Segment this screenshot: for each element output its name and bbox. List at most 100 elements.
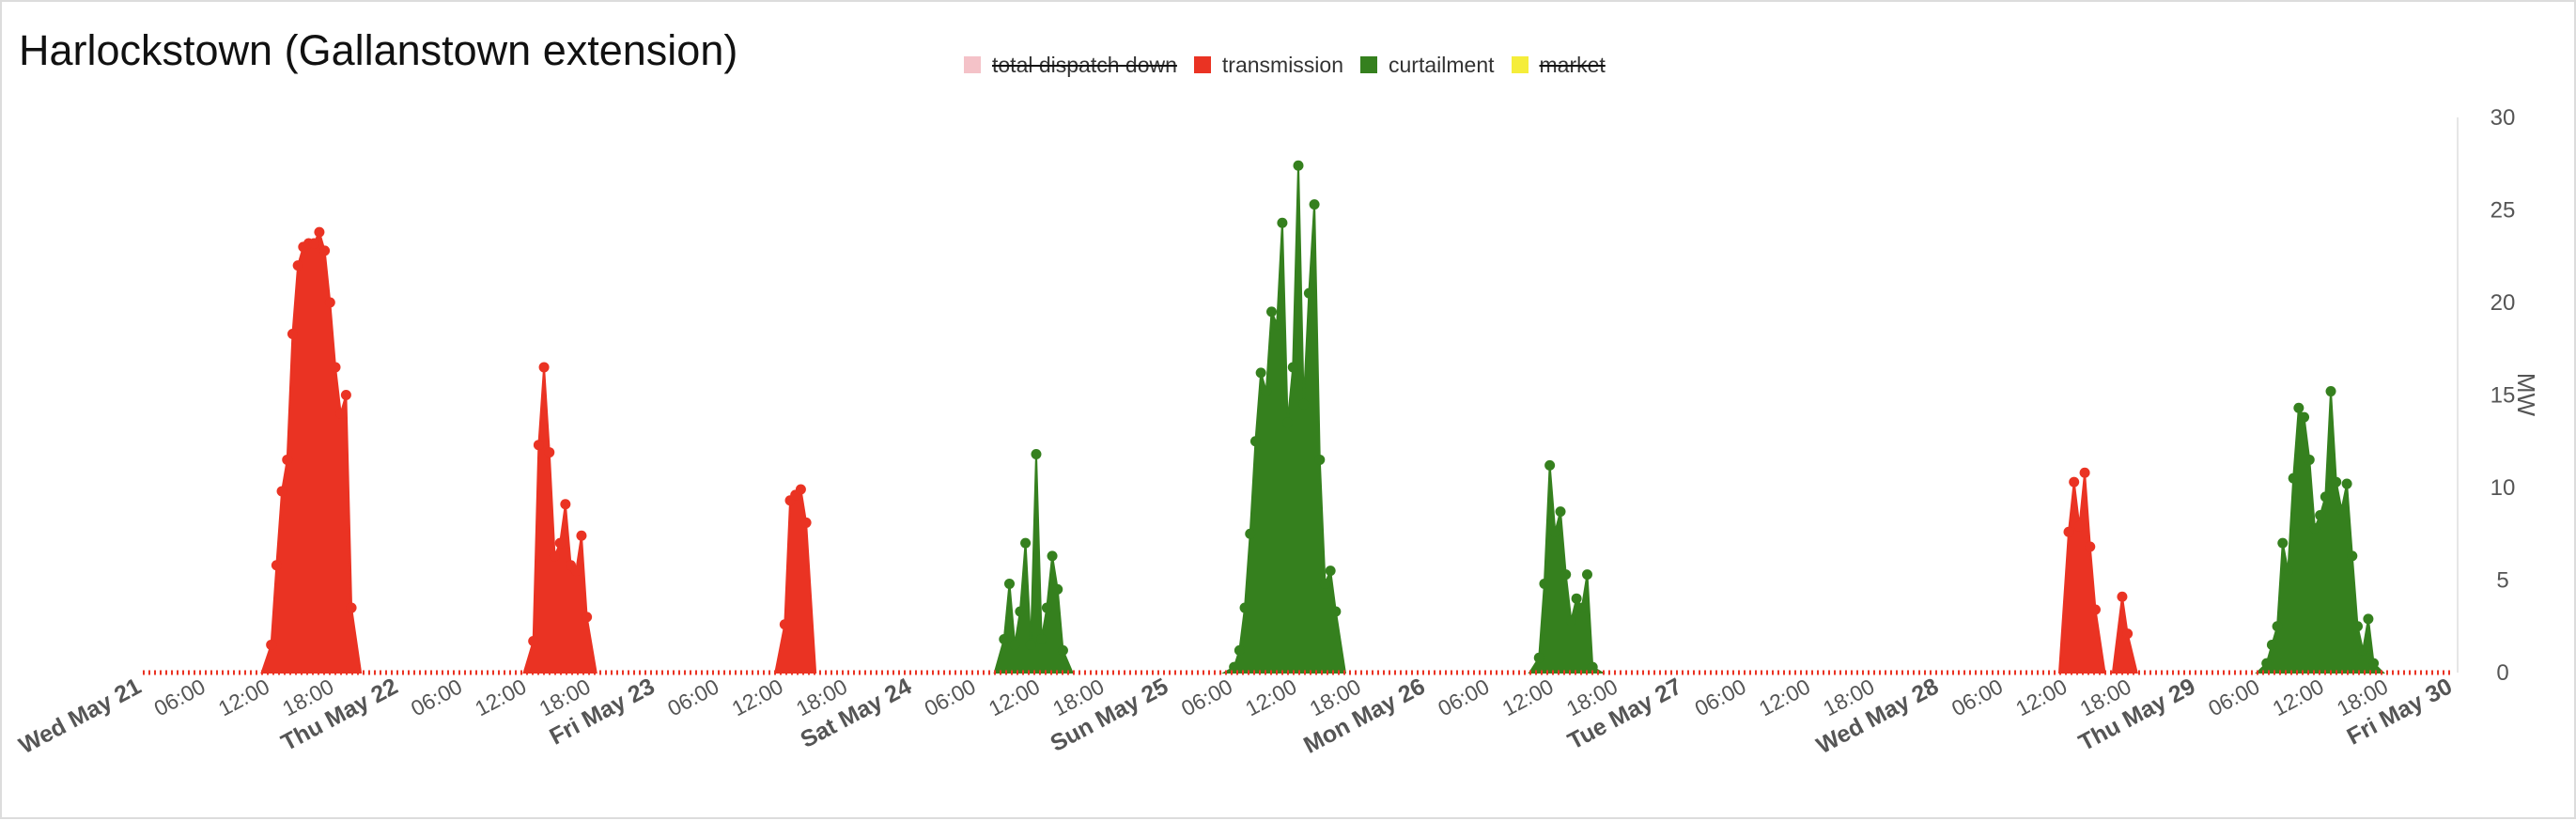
curtailment-point xyxy=(1255,367,1266,379)
y-tick-label: 5 xyxy=(2496,568,2508,594)
curtailment-point xyxy=(999,634,1010,645)
transmission-point xyxy=(324,297,335,308)
curtailment-point xyxy=(2352,621,2363,632)
curtailment-point xyxy=(2325,386,2336,397)
transmission-point xyxy=(2069,476,2080,488)
curtailment-point xyxy=(1245,528,1256,539)
curtailment-point xyxy=(2266,639,2277,650)
curtailment-point xyxy=(1057,644,1068,656)
transmission-point xyxy=(554,537,566,549)
curtailment-point xyxy=(1325,565,1336,577)
legend-swatch-total-dispatch-down xyxy=(964,56,981,73)
curtailment-point xyxy=(1025,639,1036,650)
transmission-point xyxy=(795,484,806,495)
transmission-area xyxy=(2057,472,2106,674)
transmission-point xyxy=(544,447,555,458)
legend-label-curtailment: curtailment xyxy=(1389,52,1495,77)
curtailment-point xyxy=(1287,362,1298,373)
legend: total dispatch down transmission curtail… xyxy=(964,51,1622,79)
transmission-point xyxy=(266,639,277,650)
legend-item-total-dispatch-down[interactable]: total dispatch down xyxy=(964,53,1177,78)
curtailment-point xyxy=(2331,476,2342,488)
transmission-point xyxy=(2089,604,2101,615)
transmission-point xyxy=(271,560,282,571)
curtailment-point xyxy=(1293,160,1304,171)
curtailment-point xyxy=(1539,578,1550,589)
legend-label-total-dispatch-down: total dispatch down xyxy=(992,52,1177,77)
curtailment-point xyxy=(1009,639,1020,650)
curtailment-point xyxy=(2341,478,2352,489)
transmission-point xyxy=(538,362,550,373)
transmission-point xyxy=(528,636,539,647)
chart-title: Harlockstown (Gallanstown extension) xyxy=(19,26,738,74)
curtailment-point xyxy=(2320,491,2331,503)
legend-item-market[interactable]: market xyxy=(1511,52,1606,78)
curtailment-point xyxy=(2315,510,2326,521)
curtailment-point xyxy=(1330,606,1342,617)
curtailment-point xyxy=(1565,615,1576,627)
transmission-point xyxy=(582,612,593,623)
curtailment-point xyxy=(1319,578,1330,589)
legend-item-curtailment[interactable]: curtailment xyxy=(1360,52,1495,78)
x-tick-label: 12:00 xyxy=(214,674,273,720)
transmission-point xyxy=(549,550,560,562)
curtailment-point xyxy=(1555,506,1566,518)
curtailment-point xyxy=(1549,526,1560,537)
legend-item-transmission[interactable]: transmission xyxy=(1193,52,1344,78)
transmission-point xyxy=(346,602,357,613)
transmission-point xyxy=(2117,591,2128,602)
transmission-point xyxy=(560,499,571,510)
x-tick-label: 12:00 xyxy=(471,674,530,720)
curtailment-point xyxy=(2282,565,2293,577)
transmission-point xyxy=(2085,541,2096,552)
curtailment-point xyxy=(1282,417,1294,428)
curtailment-point xyxy=(2261,658,2273,669)
transmission-point xyxy=(308,238,319,249)
transmission-area xyxy=(260,229,363,674)
curtailment-point xyxy=(2277,537,2289,549)
transmission-point xyxy=(533,440,544,451)
y-tick-label: 15 xyxy=(2491,383,2516,409)
transmission-point xyxy=(2063,526,2074,537)
transmission-point xyxy=(276,486,287,497)
x-tick-label: 12:00 xyxy=(1241,674,1300,720)
x-tick-label: 06:00 xyxy=(1691,674,1750,720)
curtailment-point xyxy=(2347,550,2358,562)
x-tick-label: 06:00 xyxy=(1177,674,1236,720)
y-tick-label: 0 xyxy=(2496,660,2508,686)
transmission-point xyxy=(287,328,298,339)
legend-label-market: market xyxy=(1539,52,1606,77)
curtailment-point xyxy=(1036,634,1047,645)
transmission-area xyxy=(522,366,597,674)
curtailment-point xyxy=(2293,402,2304,413)
curtailment-point xyxy=(1004,578,1015,589)
x-tick-label: 06:00 xyxy=(1434,674,1493,720)
transmission-point xyxy=(570,565,582,577)
x-tick-label: 12:00 xyxy=(1755,674,1814,720)
transmission-point xyxy=(314,226,325,238)
curtailment-point xyxy=(2363,613,2374,625)
transmission-point xyxy=(292,260,303,271)
curtailment-point xyxy=(2288,472,2299,484)
curtailment-area xyxy=(1528,465,1606,674)
transmission-point xyxy=(335,408,347,419)
transmission-point xyxy=(800,517,812,528)
transmission-point xyxy=(319,245,331,256)
x-tick-label: 06:00 xyxy=(2204,674,2263,720)
curtailment-point xyxy=(1309,199,1320,210)
curtailment-point xyxy=(1020,537,1032,549)
curtailment-point xyxy=(1571,593,1582,604)
curtailment-point xyxy=(1239,602,1250,613)
x-tick-label: Wed May 21 xyxy=(15,674,146,760)
curtailment-point xyxy=(1052,583,1063,595)
transmission-point xyxy=(2122,628,2134,640)
curtailment-point xyxy=(2335,504,2347,516)
legend-label-transmission: transmission xyxy=(1221,52,1344,77)
x-tick-label: 12:00 xyxy=(728,674,787,720)
x-tick-label: 06:00 xyxy=(407,674,466,720)
curtailment-point xyxy=(1249,436,1261,447)
curtailment-point xyxy=(1544,459,1556,471)
x-tick-label: 06:00 xyxy=(663,674,722,720)
x-tick-label: 12:00 xyxy=(2269,674,2328,720)
curtailment-point xyxy=(1533,652,1544,663)
